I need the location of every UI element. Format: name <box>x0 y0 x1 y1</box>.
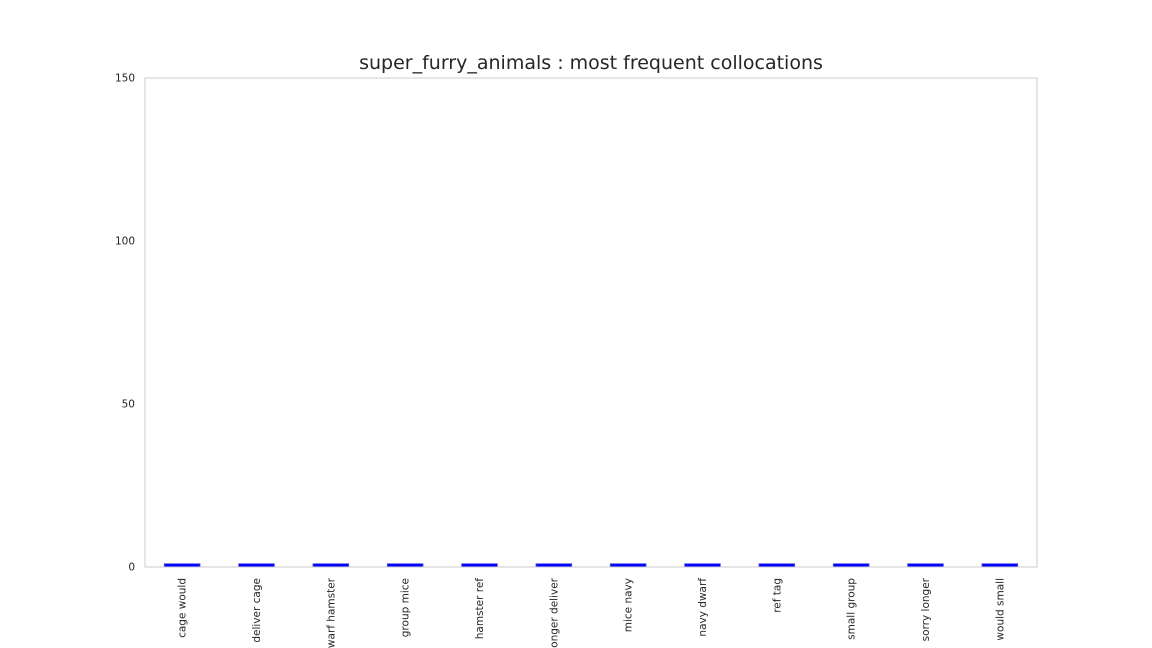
x-axis-ticks: cage would deliver cage dwarf hamster group… <box>177 577 1007 648</box>
x-tick-label: mice navy <box>623 578 635 632</box>
x-tick-label: deliver cage <box>251 578 263 643</box>
x-tick-label: longer deliver <box>548 577 560 648</box>
chart-title: super_furry_animals : most frequent coll… <box>359 52 823 74</box>
y-axis-ticks: 0 50 100 150 <box>115 73 135 574</box>
x-tick-label: sorry longer <box>920 577 932 641</box>
x-tick-label: small group <box>846 578 858 640</box>
x-tick-label: hamster ref <box>474 578 486 640</box>
x-tick-label: navy dwarf <box>697 578 709 637</box>
x-tick-label: group mice <box>400 578 412 637</box>
x-tick-label: would small <box>994 578 1006 641</box>
y-tick-label: 50 <box>122 399 135 411</box>
x-tick-label: ref tag <box>771 578 783 613</box>
x-tick-label: cage would <box>177 578 189 638</box>
bars-group <box>163 563 1019 568</box>
y-tick-label: 0 <box>128 562 135 574</box>
y-tick-label: 150 <box>115 73 135 85</box>
y-tick-label: 100 <box>115 236 135 248</box>
plot-frame <box>144 77 1038 568</box>
x-tick-label: dwarf hamster <box>325 577 337 648</box>
